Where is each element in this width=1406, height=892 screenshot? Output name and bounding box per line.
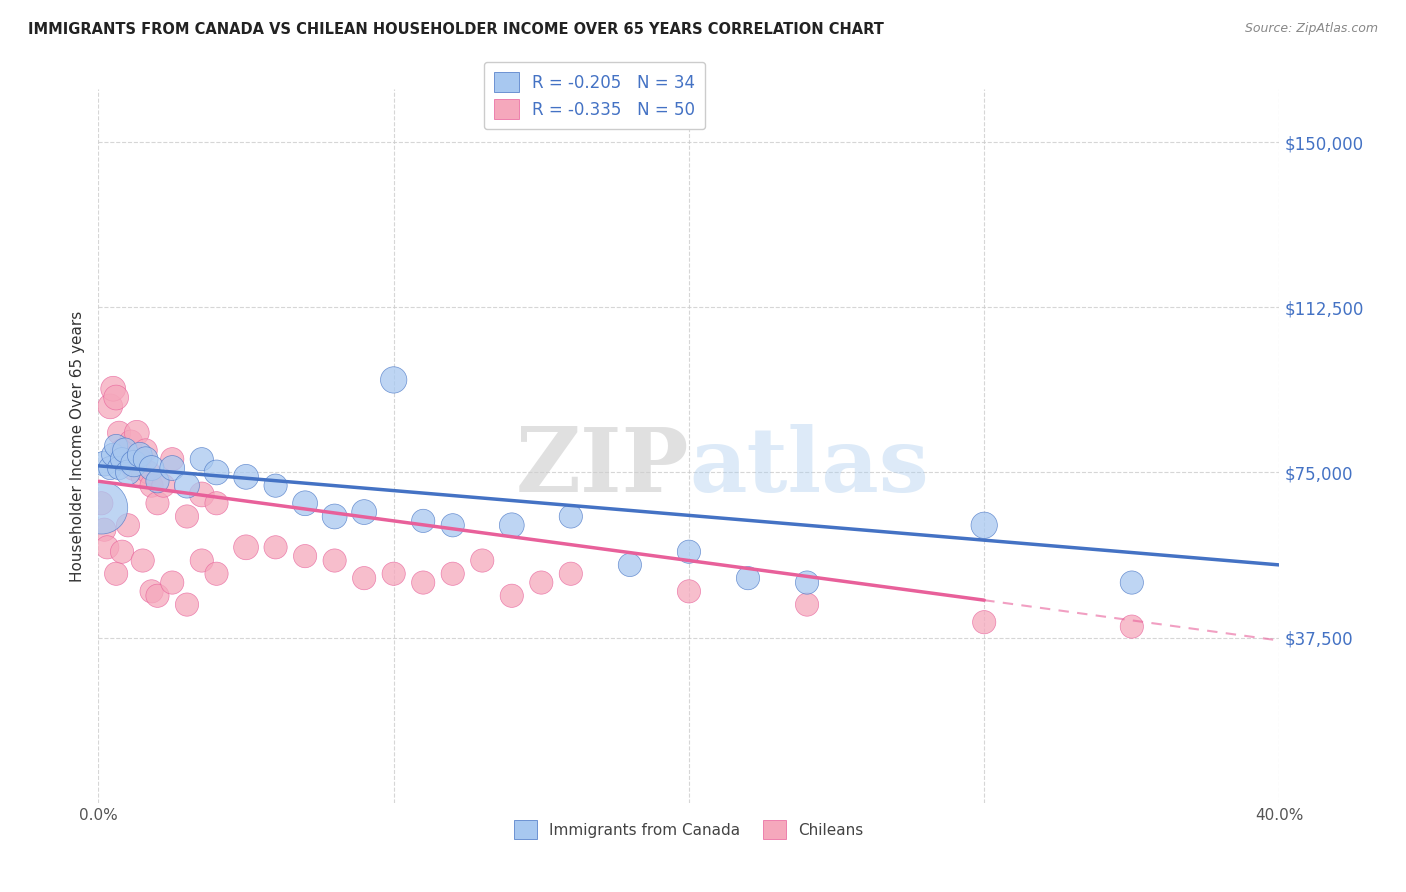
Point xyxy=(382,566,405,581)
Point xyxy=(122,457,145,471)
Point xyxy=(471,553,494,567)
Point xyxy=(111,443,134,458)
Point xyxy=(323,509,346,524)
Point xyxy=(205,466,228,480)
Point xyxy=(235,470,257,484)
Point xyxy=(176,509,198,524)
Point xyxy=(412,575,434,590)
Point xyxy=(1121,619,1143,633)
Point xyxy=(737,571,759,585)
Y-axis label: Householder Income Over 65 years: Householder Income Over 65 years xyxy=(69,310,84,582)
Point xyxy=(117,452,139,467)
Point xyxy=(111,545,134,559)
Point xyxy=(162,575,183,590)
Legend: Immigrants from Canada, Chileans: Immigrants from Canada, Chileans xyxy=(508,814,870,845)
Point xyxy=(125,425,148,440)
Point xyxy=(152,478,174,492)
Point xyxy=(973,615,995,630)
Point xyxy=(128,448,150,462)
Point xyxy=(146,475,169,489)
Point xyxy=(90,496,112,510)
Point xyxy=(176,598,198,612)
Point xyxy=(138,466,160,480)
Point xyxy=(382,373,405,387)
Point xyxy=(264,478,287,492)
Point xyxy=(294,549,316,563)
Point xyxy=(235,541,257,555)
Point xyxy=(120,434,142,449)
Point xyxy=(205,496,228,510)
Point xyxy=(191,487,214,501)
Point xyxy=(132,470,155,484)
Point xyxy=(105,391,128,405)
Point xyxy=(93,523,115,537)
Point xyxy=(501,518,523,533)
Point xyxy=(441,518,464,533)
Point xyxy=(560,509,582,524)
Text: ZIP: ZIP xyxy=(516,424,689,511)
Point xyxy=(96,541,118,555)
Point xyxy=(205,566,228,581)
Point xyxy=(108,425,131,440)
Point xyxy=(135,452,157,467)
Point xyxy=(162,461,183,475)
Point xyxy=(412,514,434,528)
Point xyxy=(353,505,375,519)
Point xyxy=(146,496,169,510)
Point xyxy=(103,448,125,462)
Point xyxy=(678,584,700,599)
Point xyxy=(162,452,183,467)
Point xyxy=(1121,575,1143,590)
Point xyxy=(103,382,125,396)
Point xyxy=(530,575,553,590)
Point xyxy=(323,553,346,567)
Point xyxy=(560,566,582,581)
Point xyxy=(141,461,163,475)
Point xyxy=(176,478,198,492)
Point xyxy=(619,558,641,572)
Point xyxy=(114,448,136,462)
Point xyxy=(796,598,818,612)
Text: Source: ZipAtlas.com: Source: ZipAtlas.com xyxy=(1244,22,1378,36)
Point xyxy=(191,452,214,467)
Point xyxy=(111,452,134,467)
Point xyxy=(501,589,523,603)
Point xyxy=(135,443,157,458)
Point xyxy=(114,443,136,458)
Point xyxy=(264,541,287,555)
Point xyxy=(132,553,155,567)
Point xyxy=(117,518,139,533)
Point xyxy=(141,584,163,599)
Point xyxy=(98,461,121,475)
Point xyxy=(128,452,150,467)
Point xyxy=(117,466,139,480)
Point xyxy=(108,461,131,475)
Point xyxy=(90,500,112,515)
Point xyxy=(191,553,214,567)
Point xyxy=(146,589,169,603)
Text: atlas: atlas xyxy=(689,424,929,511)
Point xyxy=(796,575,818,590)
Point xyxy=(678,545,700,559)
Point xyxy=(98,400,121,414)
Point xyxy=(353,571,375,585)
Point xyxy=(93,457,115,471)
Point xyxy=(105,439,128,453)
Point xyxy=(122,461,145,475)
Point xyxy=(973,518,995,533)
Point xyxy=(141,478,163,492)
Point xyxy=(105,566,128,581)
Text: IMMIGRANTS FROM CANADA VS CHILEAN HOUSEHOLDER INCOME OVER 65 YEARS CORRELATION C: IMMIGRANTS FROM CANADA VS CHILEAN HOUSEH… xyxy=(28,22,884,37)
Point xyxy=(441,566,464,581)
Point xyxy=(294,496,316,510)
